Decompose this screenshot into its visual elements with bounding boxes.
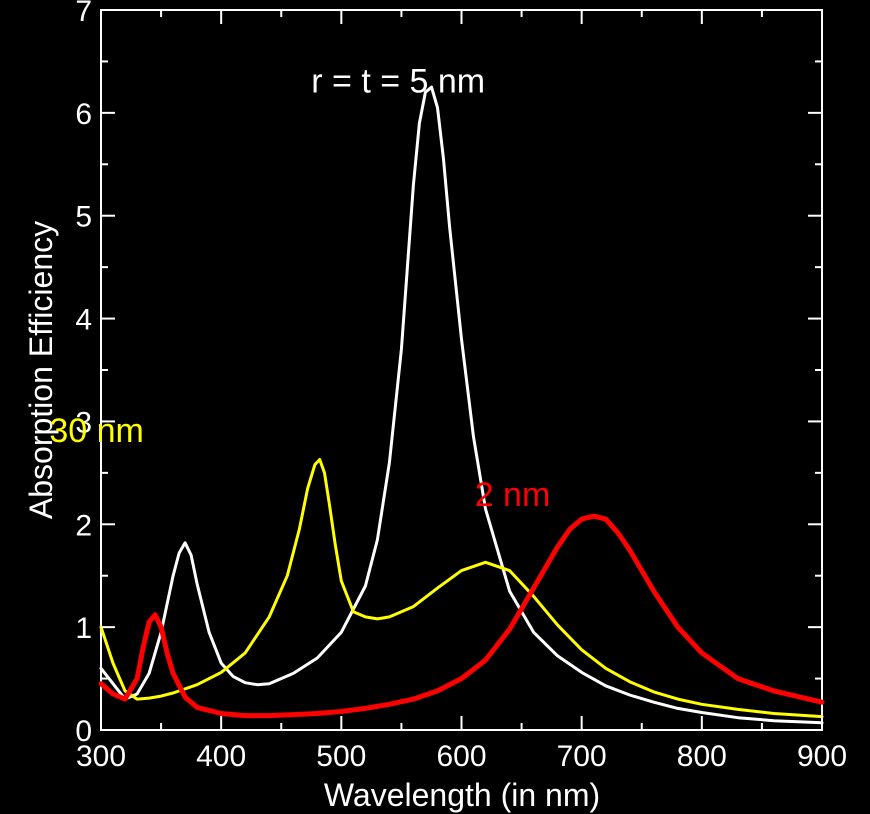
x-tick-label: 900 bbox=[797, 740, 847, 773]
y-tick-label: 6 bbox=[75, 98, 92, 131]
x-tick-label: 700 bbox=[557, 740, 607, 773]
series-line-3 bbox=[98, 513, 825, 719]
y-axis-title: Absorption Efficiency bbox=[23, 221, 59, 519]
x-tick-label: 400 bbox=[196, 740, 246, 773]
annotation-label-3: 2 nm bbox=[475, 476, 551, 514]
y-tick-label: 2 bbox=[75, 509, 92, 542]
series-line-2 bbox=[99, 458, 824, 719]
annotation-label-1: r = t = 5 nm bbox=[311, 62, 485, 100]
y-tick-label: 4 bbox=[75, 304, 92, 337]
series-line-1 bbox=[99, 85, 824, 725]
x-tick-label: 800 bbox=[677, 740, 727, 773]
x-tick-label: 600 bbox=[436, 740, 486, 773]
annotation-label-2: 30 nm bbox=[49, 412, 144, 450]
labels-layer: 300 400 500 600 700 800 900 0 1 2 3 4 5 6 7 bbox=[75, 0, 847, 773]
y-tick-label: 5 bbox=[75, 201, 92, 234]
annotations-layer: r = t = 5 nm 30 nm 2 nm bbox=[49, 62, 550, 513]
y-tick-label: 0 bbox=[75, 715, 92, 748]
x-tick-label: 500 bbox=[316, 740, 366, 773]
series-layer bbox=[98, 85, 825, 725]
y-tick-label: 7 bbox=[75, 0, 92, 28]
y-tick-label: 3 bbox=[75, 406, 92, 439]
x-tick-label: 300 bbox=[76, 740, 126, 773]
y-tick-label: 1 bbox=[75, 612, 92, 645]
x-axis-title: Wavelength (in nm) bbox=[324, 777, 600, 813]
ticks-layer bbox=[100, 9, 823, 731]
